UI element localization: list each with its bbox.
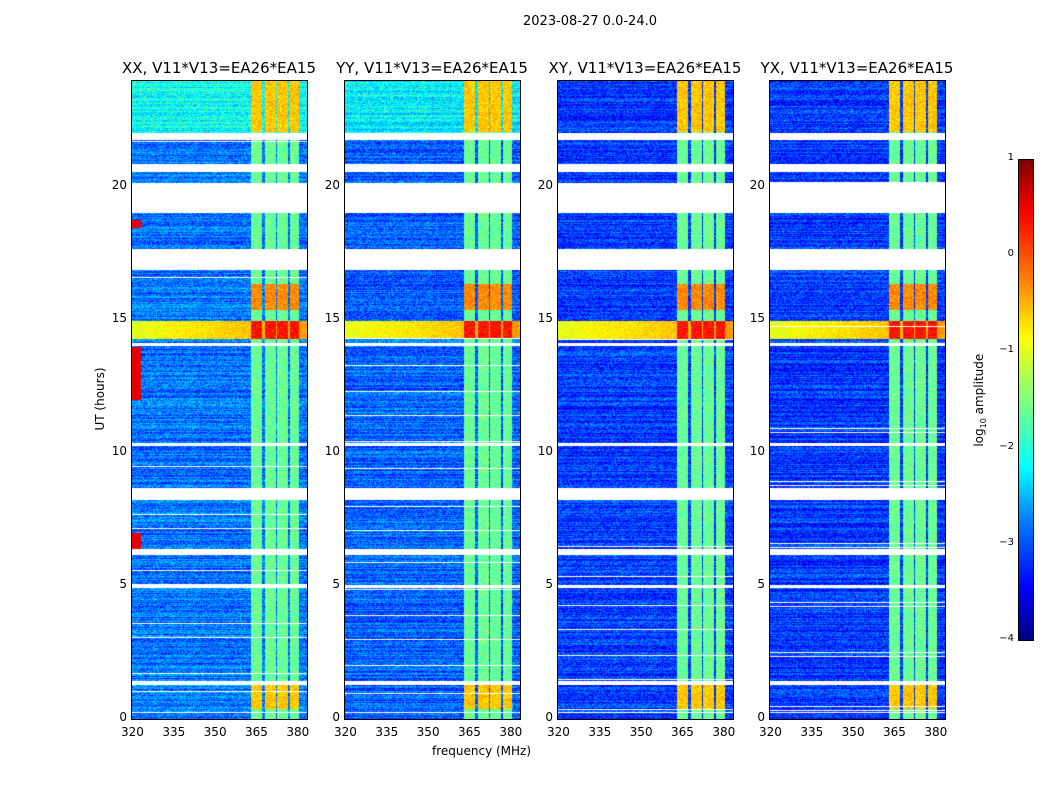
x-tick-label: 365 [883,725,906,739]
x-tick-label: 380 [286,725,310,739]
y-tick-label: 5 [119,577,127,592]
x-tick-label: 350 [203,725,227,739]
y-tick-label: 20 [537,178,553,193]
x-tick-label: 320 [334,725,357,739]
heatmap-image [558,81,733,719]
y-tick-label: 0 [332,710,340,724]
y-tick-label: 0 [545,710,553,724]
heatmap-image [345,81,520,719]
x-tick-label: 335 [588,725,612,739]
colorbar [1018,159,1034,641]
y-tick-label: 10 [749,444,765,459]
y-tick-label: 10 [324,444,340,459]
panel-title: XY, V11*V13=EA26*EA15 [548,59,742,77]
y-tick-label: 15 [324,311,340,326]
panel-title: YY, V11*V13=EA26*EA15 [336,59,528,77]
colorbar-tick-label: −4 [999,633,1014,644]
x-tick-label: 350 [629,725,653,739]
colorbar-tick-label: −3 [999,536,1014,548]
y-tick-label: 0 [757,710,765,724]
y-tick-label: 10 [537,444,553,459]
x-tick-label: 365 [245,725,268,739]
x-tick-label: 365 [458,725,481,739]
x-tick-label: 335 [375,725,399,739]
x-tick-label: 335 [162,725,186,739]
x-tick-label: 365 [671,725,694,739]
y-tick-label: 10 [111,444,127,459]
heatmap-image [132,81,307,719]
x-tick-label: 380 [499,725,523,739]
x-tick-label: 320 [121,725,144,739]
panel-title: XX, V11*V13=EA26*EA15 [121,59,316,77]
heatmap-panel [557,80,734,720]
heatmap-panel [344,80,521,720]
x-tick-label: 380 [924,725,948,739]
x-tick-label: 350 [841,725,865,739]
heatmap-panel [131,80,308,720]
x-tick-label: 320 [547,725,570,739]
y-tick-label: 15 [537,311,553,326]
x-tick-label: 320 [759,725,782,739]
y-tick-label: 5 [757,577,765,592]
y-tick-label: 20 [749,178,765,193]
x-tick-label: 380 [712,725,736,739]
y-tick-label: 20 [324,178,340,193]
colorbar-tick-label: −2 [999,440,1014,452]
heatmap-panel [769,80,946,720]
heatmap-image [770,81,945,719]
y-axis-label: UT (hours) [93,367,107,431]
y-tick-label: 0 [119,710,127,724]
panel-title: YX, V11*V13=EA26*EA15 [760,59,954,77]
x-tick-label: 350 [416,725,440,739]
y-tick-label: 20 [111,178,127,193]
colorbar-label: log10 amplitude [971,353,989,447]
figure-title: 2023-08-27 0.0-24.0 [523,14,657,29]
x-tick-label: 335 [800,725,824,739]
x-axis-label: frequency (MHz) [432,744,532,758]
y-tick-label: 5 [332,577,340,592]
y-tick-label: 15 [749,311,765,326]
colorbar-tick-label: 0 [1007,248,1014,260]
y-tick-label: 5 [545,577,553,592]
colorbar-tick-label: −1 [999,344,1014,356]
y-tick-label: 15 [111,311,127,326]
colorbar-tick-label: 1 [1007,152,1014,163]
